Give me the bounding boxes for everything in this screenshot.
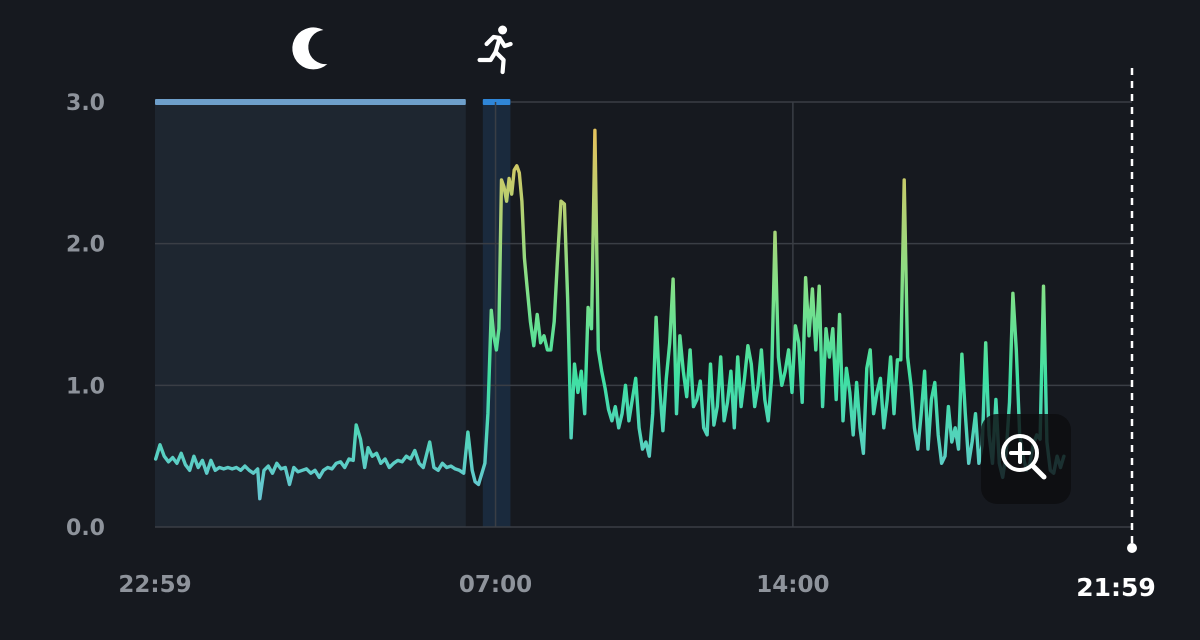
moon-icon [292,27,328,70]
y-tick-label: 3.0 [66,91,105,116]
y-tick-label: 0.0 [66,516,105,541]
series-line [154,128,1066,501]
x-tick-label: 14:00 [756,572,829,598]
x-tick-label: 22:59 [118,572,191,598]
runner-icon [477,25,513,75]
y-tick-label: 1.0 [66,374,105,399]
runner-leg-front [493,49,506,75]
runner-head [498,25,508,35]
y-tick-label: 2.0 [66,233,105,258]
activity-band-bar [482,99,511,105]
current-time-dot [1127,543,1137,553]
runner-arms [484,34,513,49]
zoom-in-button[interactable] [981,414,1071,504]
zoom-in-icon [1001,434,1047,480]
x-tick-label: 07:00 [459,572,532,598]
runner-leg-back [477,49,498,63]
moon-shape [292,27,328,70]
sleep-band-bar [155,99,466,105]
sleep-band-area [155,102,466,527]
activity-band-area [482,102,511,527]
current-time-label: 21:59 [1076,573,1156,602]
